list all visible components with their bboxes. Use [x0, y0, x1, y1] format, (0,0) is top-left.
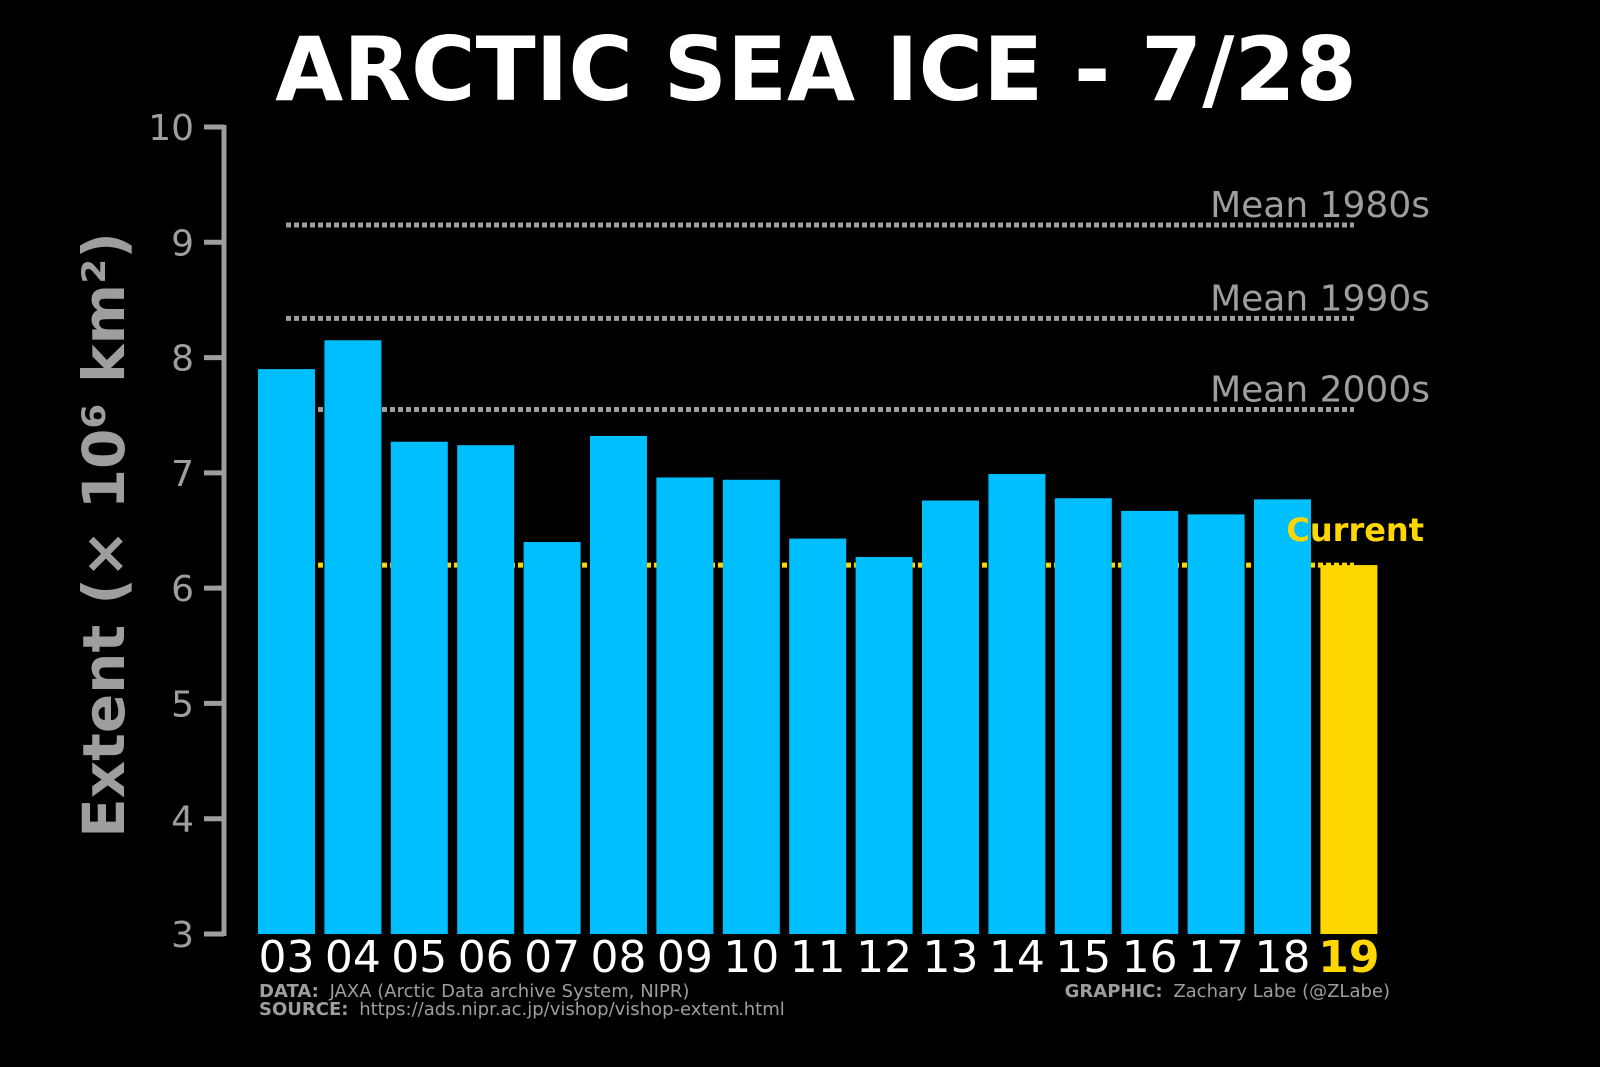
bar-06: [457, 445, 515, 934]
bar-08: [590, 435, 647, 934]
credit-data-text: JAXA (Arctic Data archive System, NIPR): [329, 981, 690, 1002]
y-tick-label: 4: [171, 800, 194, 841]
x-tick-label-17: 17: [1188, 932, 1244, 983]
bar-17: [1187, 514, 1245, 934]
reference-label-3: Current: [1286, 511, 1424, 549]
reference-label-2: Mean 2000s: [1210, 369, 1430, 410]
bar-13: [922, 500, 979, 934]
credit-source-text: https://ads.nipr.ac.jp/vishop/vishop-ext…: [359, 999, 785, 1020]
bar-18: [1254, 499, 1311, 934]
x-tick-label-10: 10: [723, 932, 779, 983]
x-tick-label-05: 05: [391, 932, 447, 983]
x-tick-label-03: 03: [259, 932, 315, 983]
bar-11: [789, 538, 847, 934]
reference-label-0: Mean 1980s: [1210, 185, 1430, 226]
x-tick-label-18: 18: [1255, 932, 1311, 983]
x-tick-label-11: 11: [790, 932, 846, 983]
x-tick-label-15: 15: [1055, 932, 1111, 983]
svg-text:GRAPHIC: Zachary Labe (@: GRAPHIC: Zachary Labe (@ZLabe): [1065, 981, 1390, 1002]
y-tick-label: 7: [171, 454, 194, 495]
y-tick-label: 6: [171, 569, 194, 610]
reference-label-1: Mean 1990s: [1210, 278, 1430, 319]
svg-text:DATA: JAXA (Arctic Data: DATA: JAXA (Arctic Data archive System, …: [259, 981, 689, 1002]
y-tick-label: 3: [171, 915, 194, 956]
bar-07: [523, 542, 581, 934]
credit-source-label: SOURCE:: [259, 999, 348, 1020]
x-tick-label-16: 16: [1122, 932, 1178, 983]
y-tick-label: 8: [171, 339, 194, 380]
reference-labels: Mean 1980s Mean 1990s Mean 2000s Current: [1210, 185, 1430, 549]
credit-graphic-text: Zachary Labe (@ZLabe): [1173, 981, 1390, 1002]
y-axis-label: Extent (× 10⁶ km²): [70, 232, 138, 838]
x-tick-labels: 03 04 05 06 07 08 09 10 11 12 13 14 15 16 17 18 19: [259, 932, 1380, 983]
y-axis: 3 4 5 6 7 8 9 10: [148, 108, 227, 956]
bar-14: [988, 474, 1046, 934]
chart-title: ARCTIC SEA ICE - 7/28: [275, 18, 1357, 121]
credit-data-label: DATA:: [259, 981, 319, 1002]
x-tick-label-04: 04: [325, 932, 381, 983]
bar-05: [390, 441, 448, 934]
y-tick-label: 10: [148, 108, 194, 149]
bar-10: [722, 479, 780, 934]
bar-15: [1054, 498, 1112, 934]
y-tick-label: 5: [171, 684, 194, 725]
bar-12: [855, 557, 913, 934]
bar-09: [656, 477, 714, 934]
credit-graphic-label: GRAPHIC:: [1065, 981, 1163, 1002]
svg-text:SOURCE: https://ads.nipr: SOURCE: https://ads.nipr.ac.jp/vishop/vi…: [259, 999, 785, 1020]
bars: [258, 340, 1378, 935]
x-tick-label-19: 19: [1318, 932, 1379, 983]
bar-16: [1121, 510, 1179, 934]
x-tick-label-08: 08: [591, 932, 647, 983]
credits: DATA: JAXA (Arctic Data archive System, …: [259, 981, 1390, 1020]
x-tick-label-09: 09: [657, 932, 713, 983]
x-tick-label-14: 14: [989, 932, 1045, 983]
y-tick-label: 9: [171, 223, 194, 264]
x-tick-label-06: 06: [458, 932, 514, 983]
bar-19: [1320, 565, 1378, 934]
x-tick-label-13: 13: [923, 932, 979, 983]
x-tick-label-07: 07: [524, 932, 580, 983]
bar-04: [324, 340, 382, 934]
x-tick-label-12: 12: [856, 932, 912, 983]
bar-03: [258, 369, 315, 935]
